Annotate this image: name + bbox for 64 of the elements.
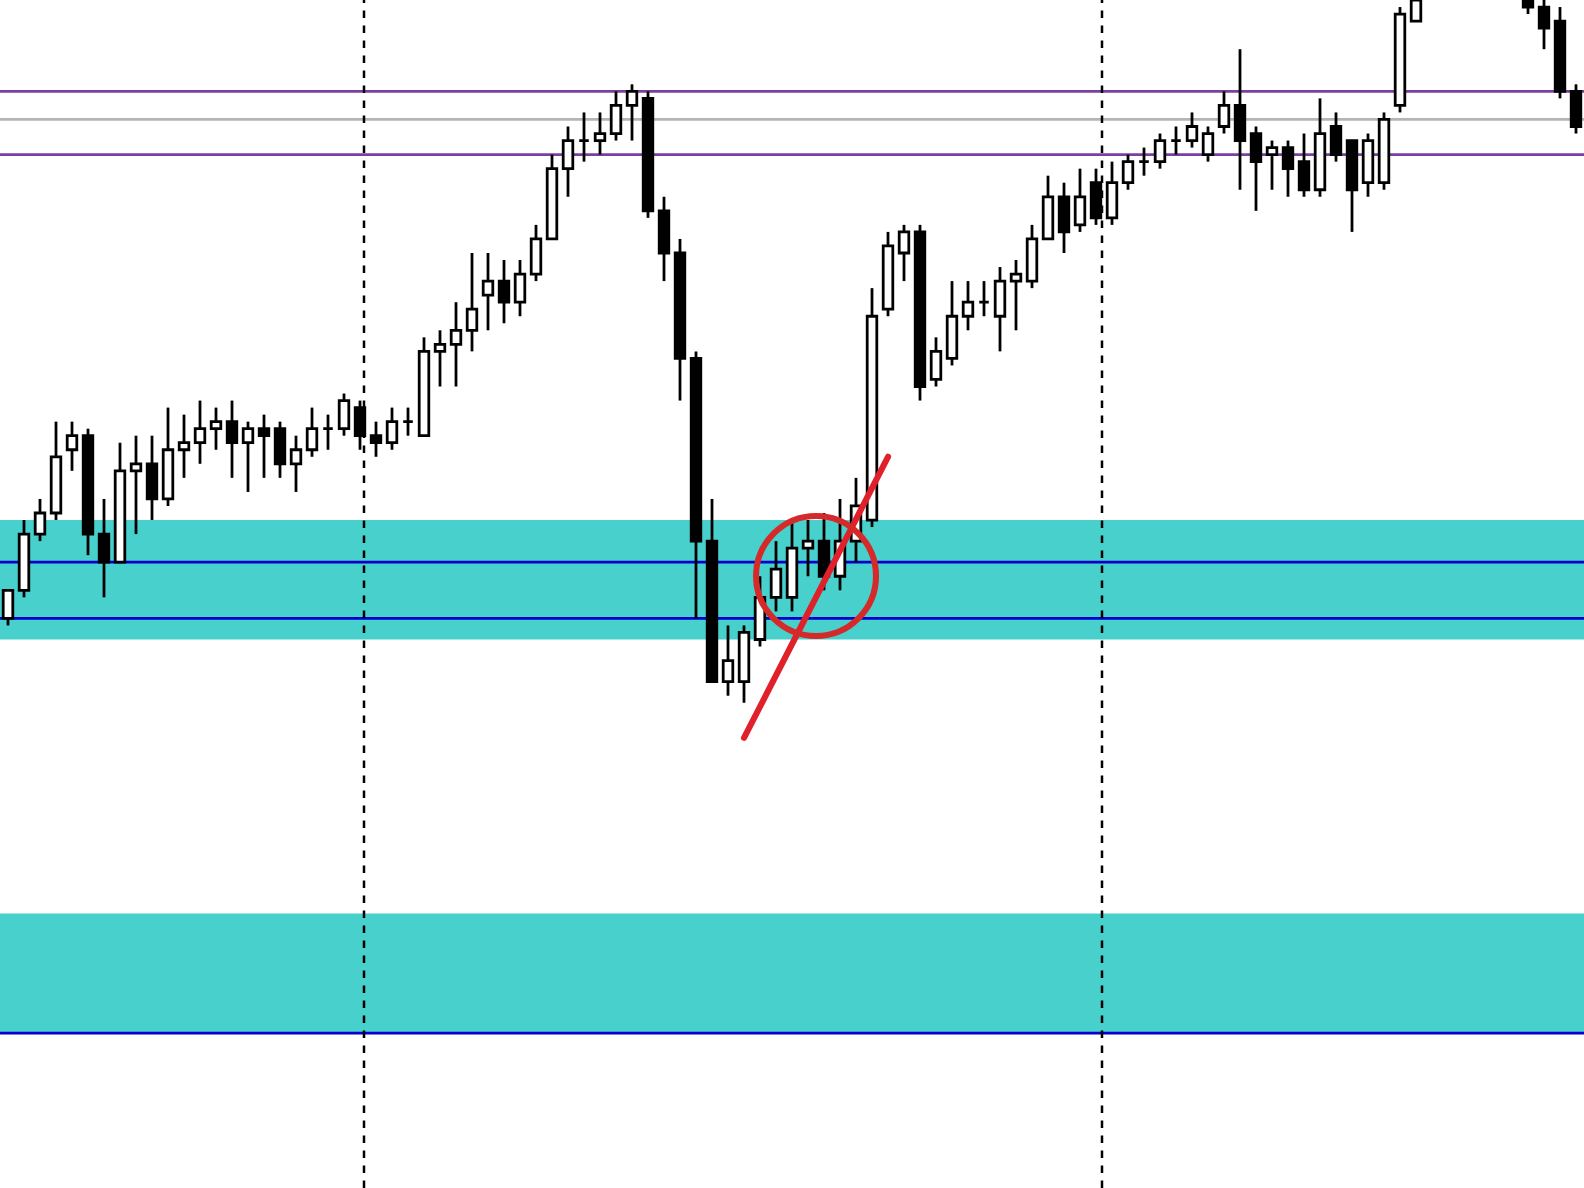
candlestick (1057, 181, 1071, 255)
candlestick (801, 518, 815, 578)
candlestick (1537, 0, 1551, 51)
candlestick (993, 265, 1007, 353)
candlestick (289, 434, 303, 494)
candlestick (609, 89, 623, 142)
candlestick (33, 497, 47, 543)
candlestick (721, 624, 735, 698)
candlestick (481, 251, 495, 332)
candlestick (1009, 258, 1023, 332)
candlestick (1409, 0, 1423, 23)
candlestick (769, 539, 783, 613)
candlestick (1, 588, 15, 627)
candlestick (929, 335, 943, 388)
candlestick (145, 434, 159, 522)
candlestick (321, 413, 335, 452)
candlestick (1153, 132, 1167, 171)
candlestick (1233, 47, 1247, 192)
candlestick (577, 111, 591, 164)
candlestick (1121, 153, 1135, 192)
candlestick (1297, 132, 1311, 199)
candlestick (1073, 167, 1087, 234)
candlestick (1361, 132, 1375, 199)
candlestick (1265, 139, 1279, 192)
candlestick (305, 406, 319, 459)
candlestick (1025, 223, 1039, 290)
candlestick (657, 195, 671, 283)
candlestick (1185, 111, 1199, 149)
candlestick (1217, 89, 1231, 135)
candlestick (177, 413, 191, 480)
candlestick (897, 223, 911, 283)
candlestick (401, 406, 415, 438)
candlestick (1569, 82, 1583, 135)
candlestick (433, 328, 447, 388)
candlestick (561, 125, 575, 199)
candlestick (1249, 125, 1263, 213)
candlestick (593, 111, 607, 156)
candlestick (1329, 111, 1343, 164)
candlestick (369, 420, 383, 459)
candlestick (1041, 174, 1055, 241)
candlestick (193, 399, 207, 466)
candlestick (497, 258, 511, 325)
candlestick (1169, 125, 1183, 156)
candlestick (241, 420, 255, 494)
candlestick (97, 497, 111, 599)
candlestick (961, 279, 975, 332)
candlestick (977, 279, 991, 318)
candlestick (513, 258, 527, 318)
candlestick (1201, 125, 1215, 164)
candlestick (65, 420, 79, 473)
candlestick (529, 223, 543, 283)
candlestick (385, 406, 399, 452)
candlestick (209, 406, 223, 452)
candlestick (129, 434, 143, 536)
candlestick (1137, 146, 1151, 178)
candlestick (449, 300, 463, 388)
candlestick (1281, 139, 1295, 199)
candlestick (273, 420, 287, 480)
candlestick (465, 251, 479, 353)
candlestick (257, 413, 271, 480)
candlestick (337, 392, 351, 438)
candlestick (225, 399, 239, 480)
candlestick (625, 82, 639, 142)
candlestick (945, 279, 959, 367)
